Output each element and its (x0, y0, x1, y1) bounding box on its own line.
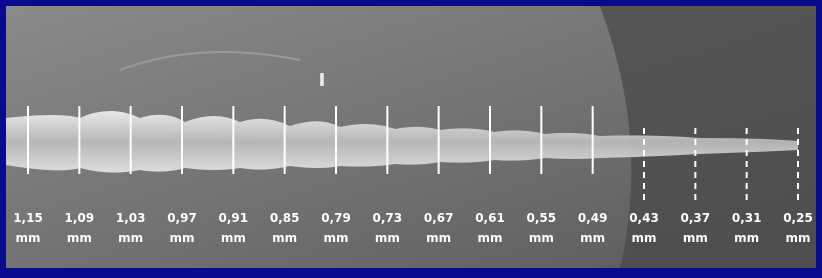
diameter-label: 0,97 (167, 211, 197, 225)
diameter-label: 0,85 (270, 211, 300, 225)
diameter-label: 0,67 (424, 211, 454, 225)
unit-label: mm (375, 231, 400, 245)
diameter-label: 0,73 (373, 211, 403, 225)
cursor: I (319, 70, 326, 91)
unit-label: mm (272, 231, 297, 245)
diameter-label: 0,91 (219, 211, 249, 225)
diameter-label: 0,79 (321, 211, 351, 225)
unit-label: mm (426, 231, 451, 245)
unit-label: mm (785, 231, 810, 245)
diameter-label: 0,61 (475, 211, 505, 225)
diameter-label: 1,03 (116, 211, 146, 225)
diameter-label: 0,49 (578, 211, 608, 225)
diameter-label: 0,31 (732, 211, 762, 225)
diameter-label: 0,55 (527, 211, 557, 225)
unit-label: mm (631, 231, 656, 245)
diameter-label: 0,43 (629, 211, 659, 225)
unit-label: mm (118, 231, 143, 245)
diameter-label: 1,15 (13, 211, 43, 225)
diameter-label: 0,25 (783, 211, 813, 225)
diameter-label: 0,37 (681, 211, 711, 225)
unit-label: mm (67, 231, 92, 245)
unit-label: mm (323, 231, 348, 245)
unit-label: mm (15, 231, 40, 245)
unit-label: mm (580, 231, 605, 245)
page: I 1,15 mm 1,09 mm 1,03 mm 0,97 mm 0,91 mm 0,85 mm 0,… (0, 0, 822, 278)
diameter-label: 1,09 (65, 211, 95, 225)
unit-label: mm (529, 231, 554, 245)
unit-label: mm (477, 231, 502, 245)
unit-label: mm (221, 231, 246, 245)
unit-label: mm (734, 231, 759, 245)
photo: I 1,15 mm 1,09 mm 1,03 mm 0,97 mm 0,91 mm 0,85 mm 0,… (0, 0, 822, 278)
unit-label: mm (169, 231, 194, 245)
unit-label: mm (683, 231, 708, 245)
